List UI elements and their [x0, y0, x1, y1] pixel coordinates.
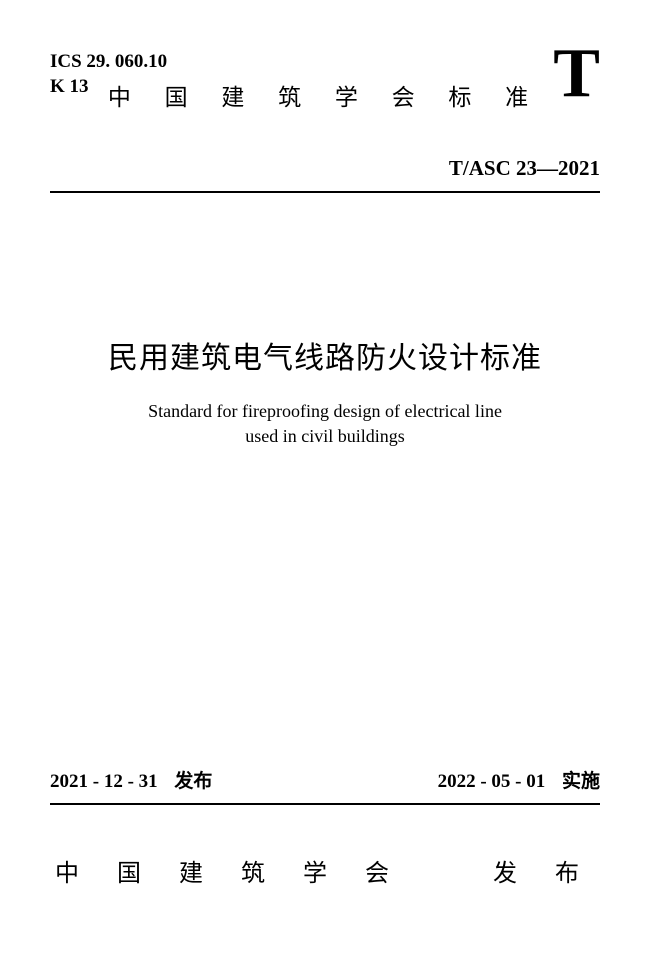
effective-date: 2022 - 05 - 01	[438, 771, 546, 792]
standard-code: T/ASC 23—2021	[50, 156, 600, 181]
ics-classification: ICS 29. 060.10 K 13	[50, 50, 167, 99]
k-code: K 13	[50, 75, 167, 100]
effective-date-block: 2022 - 05 - 01 实施	[438, 766, 600, 793]
dates-row: 2021 - 12 - 31 发布 2022 - 05 - 01 实施	[50, 766, 600, 793]
publisher-action: 发 布	[493, 861, 595, 887]
ics-code: ICS 29. 060.10	[50, 50, 167, 75]
top-divider	[50, 191, 600, 193]
title-english: Standard for fireproofing design of elec…	[50, 399, 600, 449]
corner-t-mark: T	[553, 34, 600, 114]
title-chinese: 民用建筑电气线路防火设计标准	[50, 333, 600, 377]
title-english-line1: Standard for fireproofing design of elec…	[50, 399, 600, 424]
title-english-line2: used in civil buildings	[50, 424, 600, 449]
issue-label: 发布	[174, 771, 212, 792]
title-block: 民用建筑电气线路防火设计标准 Standard for fireproofing…	[50, 333, 600, 449]
publisher-org: 中 国 建 筑 学 会	[55, 861, 405, 887]
publisher-line: 中 国 建 筑 学 会 发 布	[50, 853, 600, 888]
issue-date-block: 2021 - 12 - 31 发布	[50, 766, 212, 793]
issue-date: 2021 - 12 - 31	[50, 771, 158, 792]
bottom-divider	[50, 803, 600, 805]
document-header: ICS 29. 060.10 K 13 T 中 国 建 筑 学 会 标 准	[50, 50, 600, 112]
effective-label: 实施	[562, 771, 600, 792]
vertical-spacer	[50, 449, 600, 766]
